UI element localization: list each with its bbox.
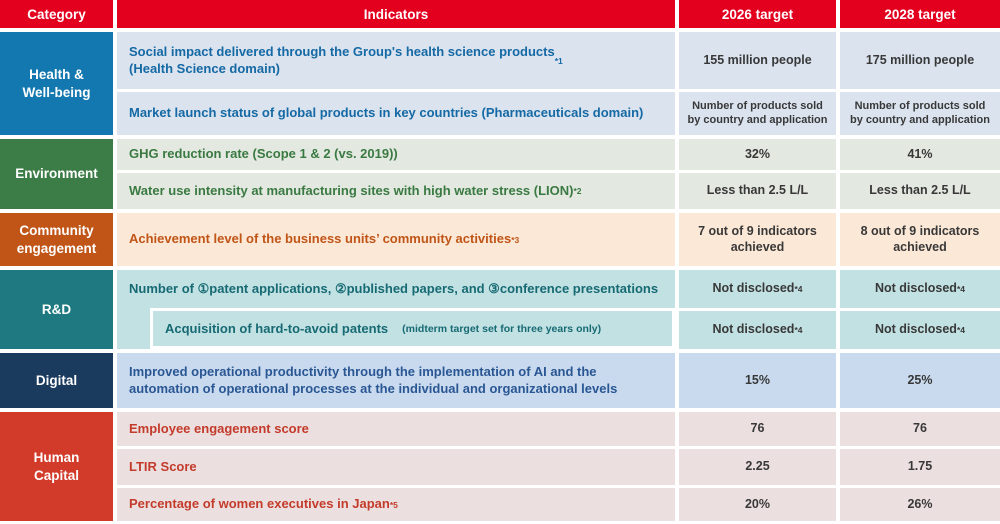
header-indicators: Indicators <box>117 0 675 28</box>
target-2028-cell: 41% <box>840 139 1000 170</box>
rnd-indicator-cell: Number of ①patent applications, ②publish… <box>117 270 675 349</box>
section-digital: Digital Improved operational productivit… <box>0 353 1000 408</box>
sub-indicator-text: Acquisition of hard-to-avoid patents <box>165 321 389 336</box>
target-2026-cell: Less than 2.5 L/L <box>679 173 836 209</box>
target-2026-cell: 20% <box>679 488 836 521</box>
indicator-text: LTIR Score <box>129 458 197 474</box>
indicator-cell: Achievement level of the business units’… <box>117 213 675 266</box>
indicator-text: Percentage of women executives in Japan <box>129 496 390 512</box>
sub-indicator-box: Acquisition of hard-to-avoid patents (mi… <box>150 308 675 349</box>
indicator-cell: Social impact delivered through the Grou… <box>117 32 675 89</box>
target-2026-cell: Not disclosed *4 <box>679 270 836 308</box>
target-2028-cell: Not disclosed *4 <box>840 270 1000 308</box>
target-2026-cell: 2.25 <box>679 449 836 485</box>
section-environment: Environment GHG reduction rate (Scope 1 … <box>0 139 1000 209</box>
table-row: Water use intensity at manufacturing sit… <box>117 173 1000 209</box>
indicator-cell: Percentage of women executives in Japan *… <box>117 488 675 521</box>
target-2028-cell: 76 <box>840 412 1000 446</box>
target-2026-cell: 7 out of 9 indicators achieved <box>679 213 836 266</box>
category-cell-community-engagement: Community engagement <box>0 213 113 266</box>
indicator-cell: Improved operational productivity throug… <box>117 353 675 408</box>
section-health-wellbeing: Health & Well-being Social impact delive… <box>0 32 1000 135</box>
indicator-text: Improved operational productivity throug… <box>129 363 618 396</box>
table-row: Percentage of women executives in Japan *… <box>117 488 1000 521</box>
indicator-text: GHG reduction rate (Scope 1 & 2 (vs. 201… <box>129 146 398 162</box>
target-2028-cell: 175 million people <box>840 32 1000 89</box>
indicator-cell: LTIR Score <box>117 449 675 485</box>
indicator-text: Water use intensity at manufacturing sit… <box>129 182 574 198</box>
target-2026-cell: Not disclosed *4 <box>679 311 836 349</box>
target-2026-cell: Number of products sold by country and a… <box>679 92 836 135</box>
indicator-cell: Market launch status of global products … <box>117 92 675 135</box>
indicator-text: Number of ①patent applications, ②publish… <box>129 281 659 296</box>
table-row: LTIR Score 2.25 1.75 <box>117 449 1000 485</box>
category-cell-rnd: R&D <box>0 270 113 349</box>
indicator-text: Social impact delivered through the Grou… <box>129 43 555 76</box>
header-category: Category <box>0 0 113 28</box>
target-2028-cell: 26% <box>840 488 1000 521</box>
indicator-cell: Water use intensity at manufacturing sit… <box>117 173 675 209</box>
target-2028-cell: Number of products sold by country and a… <box>840 92 1000 135</box>
section-rnd: R&D Number of ①patent applications, ②pub… <box>0 270 1000 349</box>
target-2028-cell: Less than 2.5 L/L <box>840 173 1000 209</box>
indicator-text: Market launch status of global products … <box>129 105 644 121</box>
sub-indicator-note: (midterm target set for three years only… <box>402 322 602 335</box>
indicator-cell: Employee engagement score <box>117 412 675 446</box>
category-cell-digital: Digital <box>0 353 113 408</box>
target-2026-cell: 76 <box>679 412 836 446</box>
header-2028-target: 2028 target <box>840 0 1000 28</box>
table-row: Improved operational productivity throug… <box>117 353 1000 408</box>
target-2028-cell: 25% <box>840 353 1000 408</box>
table-row: Social impact delivered through the Grou… <box>117 32 1000 89</box>
target-2028-cell: 8 out of 9 indicators achieved <box>840 213 1000 266</box>
table-row: GHG reduction rate (Scope 1 & 2 (vs. 201… <box>117 139 1000 170</box>
indicator-text: Achievement level of the business units’… <box>129 231 512 247</box>
section-community-engagement: Community engagement Achievement level o… <box>0 213 1000 266</box>
indicator-cell: GHG reduction rate (Scope 1 & 2 (vs. 201… <box>117 139 675 170</box>
table-row: Employee engagement score 76 76 <box>117 412 1000 446</box>
table-header-row: Category Indicators 2026 target 2028 tar… <box>0 0 1000 28</box>
category-cell-health-wellbeing: Health & Well-being <box>0 32 113 135</box>
target-2028-cell: 1.75 <box>840 449 1000 485</box>
target-2026-cell: 32% <box>679 139 836 170</box>
category-cell-human-capital: Human Capital <box>0 412 113 521</box>
header-2026-target: 2026 target <box>679 0 836 28</box>
target-2028-cell: Not disclosed *4 <box>840 311 1000 349</box>
section-human-capital: Human Capital Employee engagement score … <box>0 412 1000 521</box>
table-row: Market launch status of global products … <box>117 92 1000 135</box>
category-cell-environment: Environment <box>0 139 113 209</box>
table-row: Achievement level of the business units’… <box>117 213 1000 266</box>
target-2026-cell: 15% <box>679 353 836 408</box>
indicator-text: Employee engagement score <box>129 420 309 436</box>
target-2026-cell: 155 million people <box>679 32 836 89</box>
